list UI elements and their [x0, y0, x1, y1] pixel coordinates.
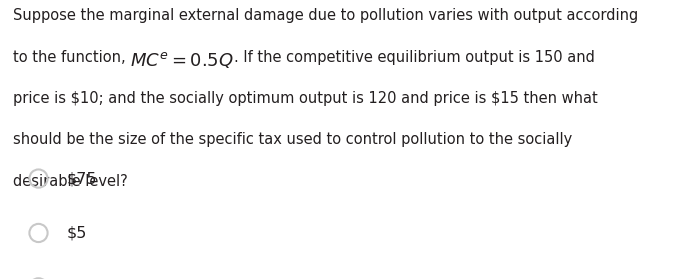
Text: . If the competitive equilibrium output is 150 and: . If the competitive equilibrium output … [234, 50, 594, 65]
Text: price is $10; and the socially optimum output is 120 and price is $15 then what: price is $10; and the socially optimum o… [13, 91, 597, 106]
Text: should be the size of the specific tax used to control pollution to the socially: should be the size of the specific tax u… [13, 132, 572, 147]
Text: $5: $5 [66, 225, 87, 240]
Text: to the function,: to the function, [13, 50, 130, 65]
Text: $\mathit{MC}^{e} = 0.5Q$: $\mathit{MC}^{e} = 0.5Q$ [130, 50, 234, 70]
Text: $75: $75 [66, 171, 97, 186]
Text: Suppose the marginal external damage due to pollution varies with output accordi: Suppose the marginal external damage due… [13, 8, 638, 23]
Text: desirable level?: desirable level? [13, 174, 127, 189]
